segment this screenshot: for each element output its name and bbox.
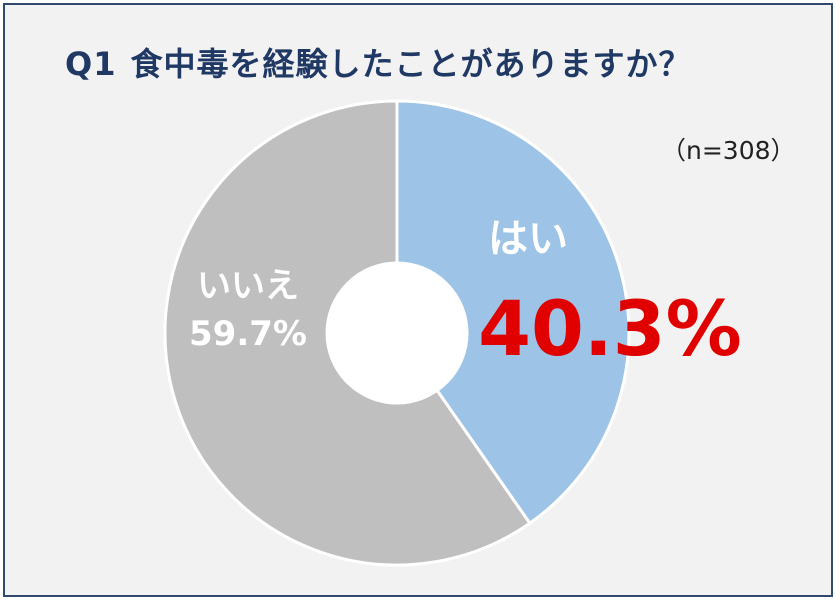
sample-size-note: （n=308） [661, 136, 796, 165]
slice-label-yes: はい [488, 216, 568, 262]
slice-value-no: 59.7% [189, 314, 307, 354]
slice-value-yes: 40.3% [478, 284, 742, 373]
question-text: 食中毒を経験したことがありますか？ [130, 45, 692, 83]
slice-label-no: いいえ [197, 266, 299, 306]
question-number: Q1 [65, 45, 117, 83]
chart-title: Q1 食中毒を経験したことがありますか？ [65, 39, 691, 85]
slice-yes [395, 99, 631, 526]
donut-hole [325, 261, 469, 405]
